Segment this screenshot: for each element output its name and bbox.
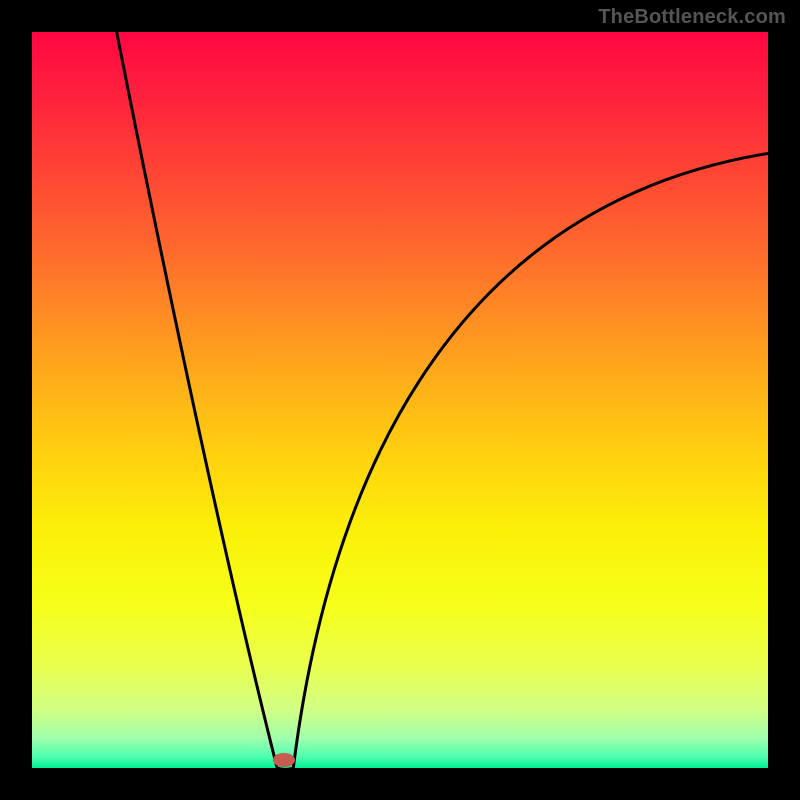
watermark-text: TheBottleneck.com xyxy=(598,6,786,29)
chart-root: TheBottleneck.com xyxy=(0,0,800,800)
gradient-background xyxy=(32,32,768,768)
minimum-marker xyxy=(273,753,295,767)
plot-area xyxy=(32,32,768,768)
